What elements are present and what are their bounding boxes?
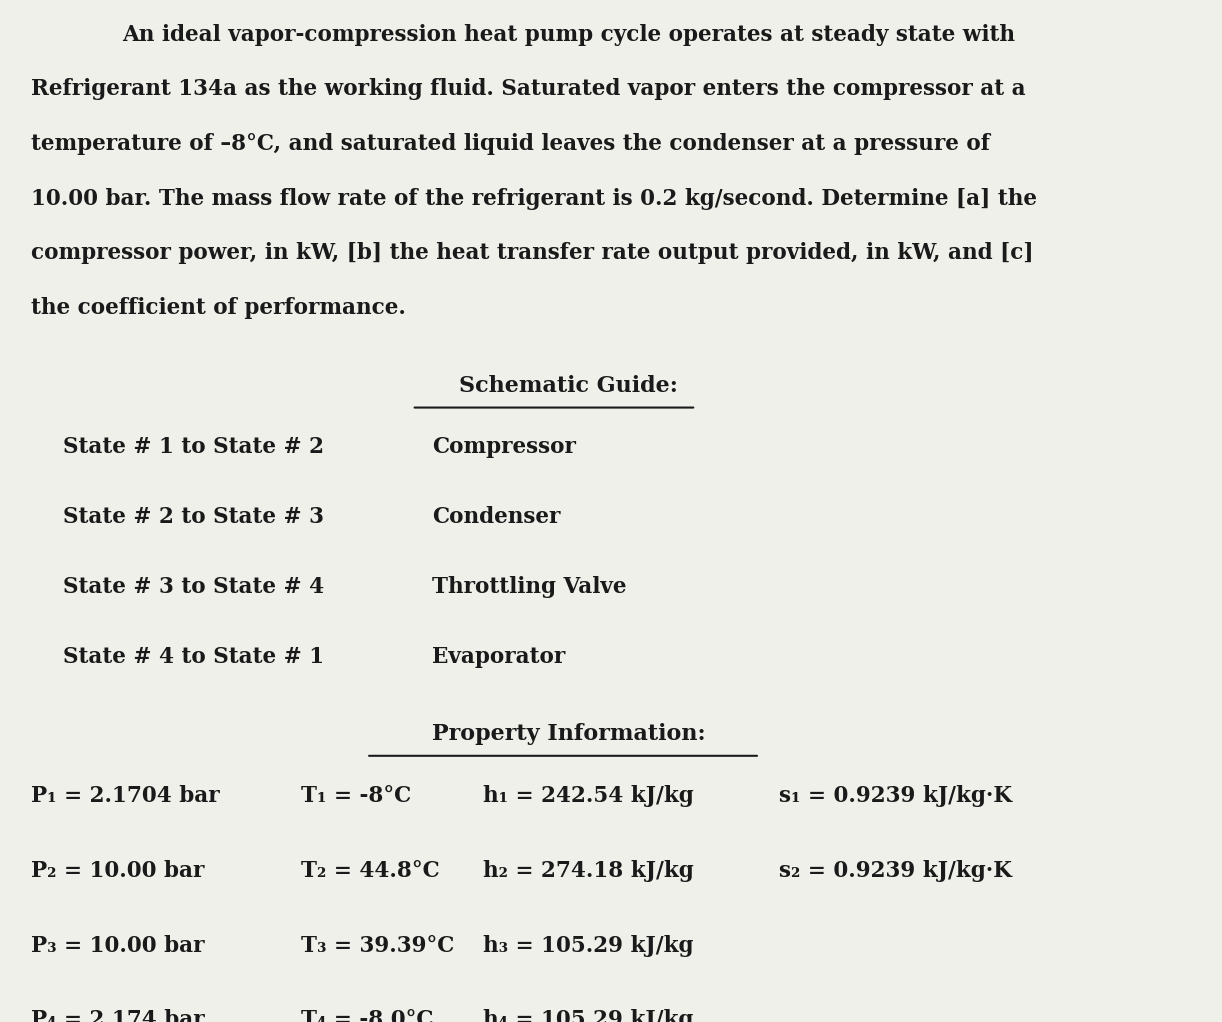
Text: Schematic Guide:: Schematic Guide:: [459, 375, 678, 397]
Text: T₂ = 44.8°C: T₂ = 44.8°C: [302, 861, 440, 882]
Text: P₄ = 2.174 bar: P₄ = 2.174 bar: [31, 1010, 204, 1022]
Text: T₁ = -8°C: T₁ = -8°C: [302, 786, 412, 807]
Text: Property Information:: Property Information:: [431, 724, 705, 745]
Text: h₂ = 274.18 kJ/kg: h₂ = 274.18 kJ/kg: [484, 861, 694, 882]
Text: Condenser: Condenser: [433, 506, 561, 528]
Text: h₁ = 242.54 kJ/kg: h₁ = 242.54 kJ/kg: [484, 786, 694, 807]
Text: temperature of –8°C, and saturated liquid leaves the condenser at a pressure of: temperature of –8°C, and saturated liqui…: [31, 133, 990, 155]
Text: 10.00 bar. The mass flow rate of the refrigerant is 0.2 kg/second. Determine [a]: 10.00 bar. The mass flow rate of the ref…: [31, 187, 1036, 210]
Text: P₁ = 2.1704 bar: P₁ = 2.1704 bar: [31, 786, 219, 807]
Text: Refrigerant 134a as the working fluid. Saturated vapor enters the compressor at : Refrigerant 134a as the working fluid. S…: [31, 79, 1025, 100]
Text: State # 2 to State # 3: State # 2 to State # 3: [62, 506, 324, 528]
Text: Compressor: Compressor: [433, 436, 576, 458]
Text: compressor power, in kW, [b] the heat transfer rate output provided, in kW, and : compressor power, in kW, [b] the heat tr…: [31, 242, 1034, 264]
Text: P₂ = 10.00 bar: P₂ = 10.00 bar: [31, 861, 204, 882]
Text: s₂ = 0.9239 kJ/kg·K: s₂ = 0.9239 kJ/kg·K: [780, 861, 1012, 882]
Text: Throttling Valve: Throttling Valve: [433, 576, 627, 598]
Text: T₄ = -8.0°C: T₄ = -8.0°C: [302, 1010, 434, 1022]
Text: State # 4 to State # 1: State # 4 to State # 1: [62, 646, 324, 667]
Text: the coefficient of performance.: the coefficient of performance.: [31, 296, 406, 319]
Text: Evaporator: Evaporator: [433, 646, 566, 667]
Text: An ideal vapor-compression heat pump cycle operates at steady state with: An ideal vapor-compression heat pump cyc…: [122, 24, 1015, 46]
Text: s₁ = 0.9239 kJ/kg·K: s₁ = 0.9239 kJ/kg·K: [780, 786, 1012, 807]
Text: P₃ = 10.00 bar: P₃ = 10.00 bar: [31, 935, 204, 957]
Text: h₃ = 105.29 kJ/kg: h₃ = 105.29 kJ/kg: [484, 935, 694, 957]
Text: T₃ = 39.39°C: T₃ = 39.39°C: [302, 935, 455, 957]
Text: State # 3 to State # 4: State # 3 to State # 4: [62, 576, 324, 598]
Text: State # 1 to State # 2: State # 1 to State # 2: [62, 436, 324, 458]
Text: h₄ = 105.29 kJ/kg: h₄ = 105.29 kJ/kg: [484, 1010, 694, 1022]
